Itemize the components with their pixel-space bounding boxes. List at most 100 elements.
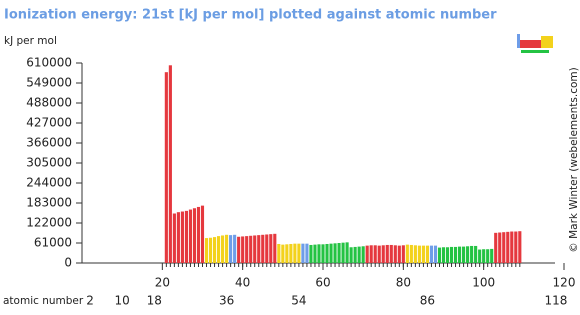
bar — [212, 237, 217, 263]
y-tick-label: 305000 — [26, 156, 72, 170]
bar — [313, 244, 317, 263]
bar — [518, 231, 522, 263]
bar — [277, 243, 281, 263]
x-tick-label: 80 — [396, 276, 411, 290]
bar — [478, 249, 482, 263]
bar — [192, 208, 197, 263]
bar — [409, 244, 413, 263]
bar — [357, 246, 361, 263]
bar — [445, 247, 450, 263]
bar — [188, 209, 193, 263]
bar — [265, 234, 269, 263]
y-tick-label: 549000 — [26, 76, 72, 90]
bar — [401, 245, 405, 263]
bar — [301, 243, 305, 263]
period-tick-label: 2 — [86, 294, 94, 308]
x-tick-label: 20 — [155, 276, 170, 290]
bar — [237, 236, 241, 263]
bar — [241, 236, 245, 263]
bar — [449, 246, 454, 263]
period-tick-label: 18 — [147, 294, 162, 308]
bar — [184, 210, 188, 263]
bar — [349, 247, 353, 263]
bar — [441, 247, 446, 263]
period-tick-label: 54 — [291, 294, 306, 308]
bar — [233, 234, 237, 263]
bar — [257, 235, 261, 263]
bar — [429, 245, 434, 263]
x-tick-label: 100 — [472, 276, 495, 290]
y-tick-label: 0 — [64, 256, 72, 270]
bar — [494, 232, 498, 263]
bar — [309, 244, 313, 263]
bar — [373, 245, 377, 263]
bar — [466, 246, 470, 263]
bar — [289, 243, 293, 263]
bar — [337, 243, 341, 263]
bar — [365, 245, 369, 263]
bar — [421, 245, 425, 263]
bar — [462, 246, 466, 263]
bar — [498, 232, 502, 263]
bar — [417, 245, 421, 263]
bar — [453, 246, 458, 263]
bar — [389, 244, 393, 263]
bar — [168, 65, 172, 264]
y-tick-label: 183000 — [26, 196, 72, 210]
y-tick-label: 122000 — [26, 216, 72, 230]
x-axis-label: atomic number — [3, 295, 84, 307]
bar — [325, 243, 329, 263]
bar — [329, 243, 333, 263]
bar — [321, 244, 325, 263]
bar — [361, 246, 365, 263]
period-tick-label: 118 — [545, 294, 568, 308]
bar — [261, 234, 265, 263]
periodic-table-icon — [517, 34, 553, 53]
bar — [385, 244, 389, 263]
bar — [425, 245, 429, 263]
bar — [204, 238, 209, 263]
bar — [502, 232, 506, 263]
y-axis-label: kJ per mol — [4, 35, 57, 47]
bar — [393, 245, 397, 263]
bar — [397, 245, 401, 263]
bar — [217, 236, 221, 263]
bar — [510, 231, 514, 263]
bar — [506, 231, 510, 263]
period-tick-label: 86 — [420, 294, 435, 308]
y-tick-label: 366000 — [26, 136, 72, 150]
chart-title: Ionization energy: 21st [kJ per mol] plo… — [4, 8, 497, 23]
bar — [180, 211, 184, 263]
bar — [297, 243, 301, 263]
bar — [482, 249, 486, 263]
bar — [486, 249, 490, 263]
bar — [413, 245, 417, 263]
bar — [176, 212, 180, 263]
bar — [200, 205, 205, 263]
bar — [285, 244, 289, 263]
bar — [208, 237, 213, 263]
bar — [353, 246, 357, 263]
y-tick-label: 488000 — [26, 96, 72, 110]
bar — [341, 242, 345, 263]
bar — [474, 245, 478, 263]
y-tick-label: 61000 — [34, 236, 72, 250]
bar — [437, 247, 442, 263]
bar — [281, 244, 285, 263]
bar — [225, 234, 229, 263]
bar — [221, 235, 225, 263]
bar — [164, 72, 168, 263]
bar — [490, 248, 494, 263]
bar — [249, 235, 253, 263]
bar — [405, 244, 409, 263]
x-tick-label: 120 — [553, 276, 576, 290]
y-tick-label: 244000 — [26, 176, 72, 190]
period-tick-label: 36 — [219, 294, 234, 308]
x-tick-label: 60 — [315, 276, 330, 290]
bar — [381, 245, 385, 263]
bar — [245, 236, 249, 263]
period-tick-label: 10 — [115, 294, 130, 308]
bar — [514, 231, 518, 263]
bar — [333, 243, 337, 263]
